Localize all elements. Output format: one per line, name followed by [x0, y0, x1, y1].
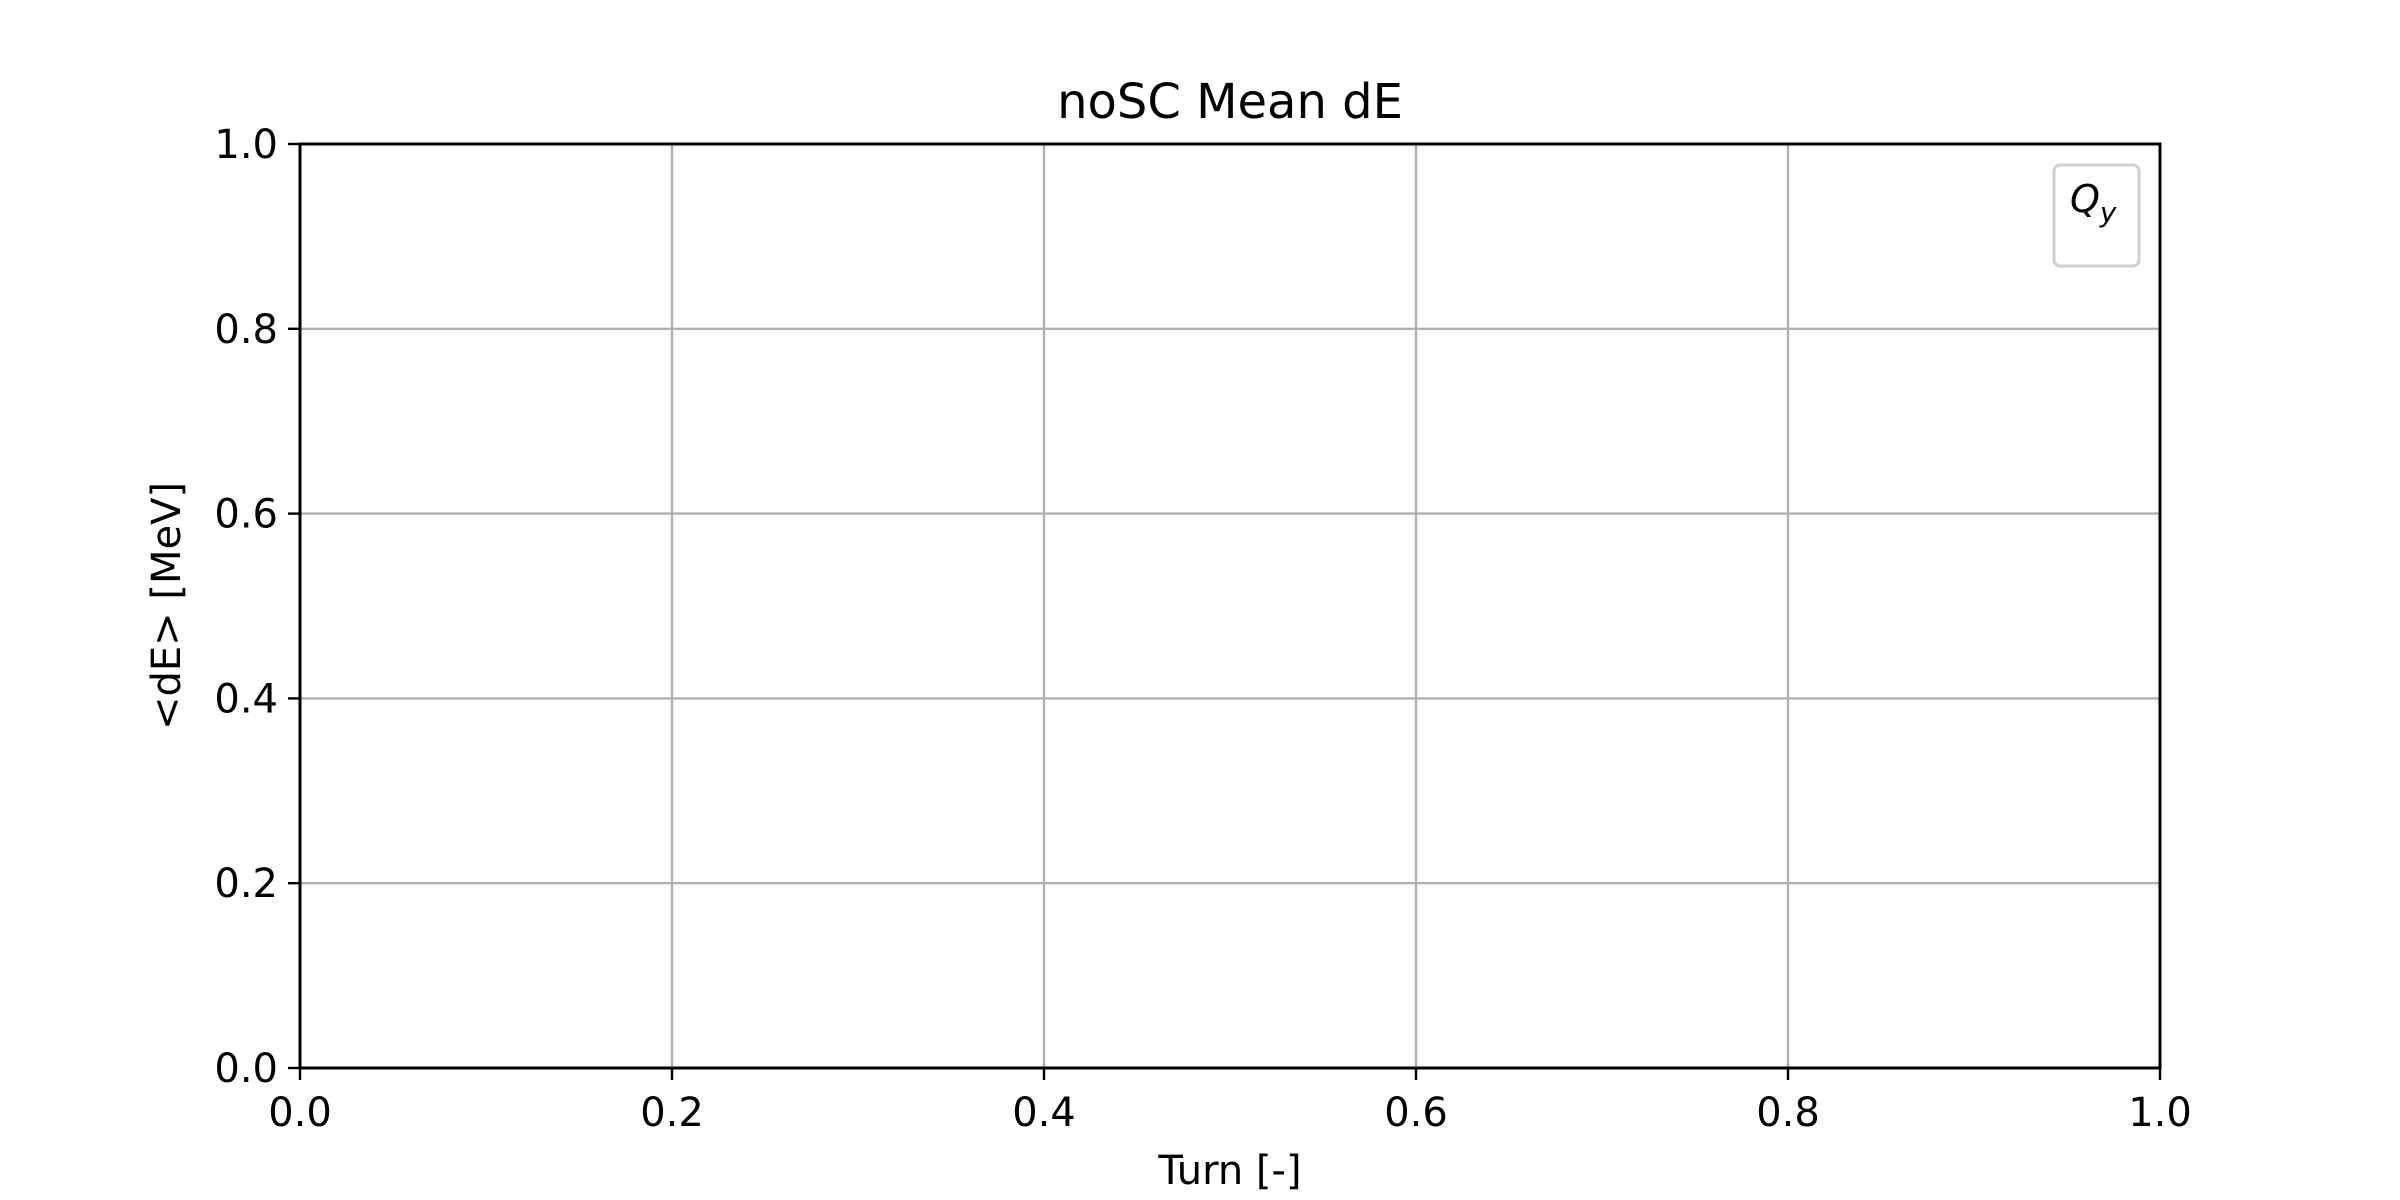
x-tick-label: 0.4	[1012, 1090, 1076, 1136]
x-axis-ticks: 0.0 0.2 0.4 0.6 0.8 1.0	[268, 1068, 2192, 1136]
y-tick-label: 0.2	[214, 861, 278, 907]
legend-entry-subscript: y	[2099, 196, 2117, 229]
x-axis-label: Turn [-]	[1157, 1148, 1301, 1194]
x-tick-label: 1.0	[2128, 1090, 2192, 1136]
y-tick-label: 0.4	[214, 676, 278, 722]
x-tick-label: 0.2	[640, 1090, 704, 1136]
y-tick-label: 0.6	[214, 492, 278, 538]
y-tick-label: 0.0	[214, 1046, 278, 1092]
chart-title: noSC Mean dE	[1057, 74, 1403, 130]
legend-entry-label: Qy	[2070, 177, 2117, 229]
legend: Qy	[2052, 163, 2141, 268]
legend-entry-main: Q	[2070, 177, 2100, 221]
y-axis-label: <dE> [MeV]	[144, 482, 190, 730]
legend-box	[2052, 163, 2141, 268]
y-tick-label: 0.8	[214, 307, 278, 353]
x-tick-label: 0.6	[1384, 1090, 1448, 1136]
x-tick-label: 0.0	[268, 1090, 332, 1136]
plot-area: 0.0 0.2 0.4 0.6 0.8 1.0 0.0 0.2 0.4 0.6 0.8 1.0	[214, 122, 2191, 1136]
x-tick-label: 0.8	[1756, 1090, 1820, 1136]
y-axis-ticks: 0.0 0.2 0.4 0.6 0.8 1.0	[214, 122, 300, 1092]
y-tick-label: 1.0	[214, 122, 278, 168]
axes-frame	[298, 142, 2162, 1070]
plot-background	[300, 144, 2160, 1068]
